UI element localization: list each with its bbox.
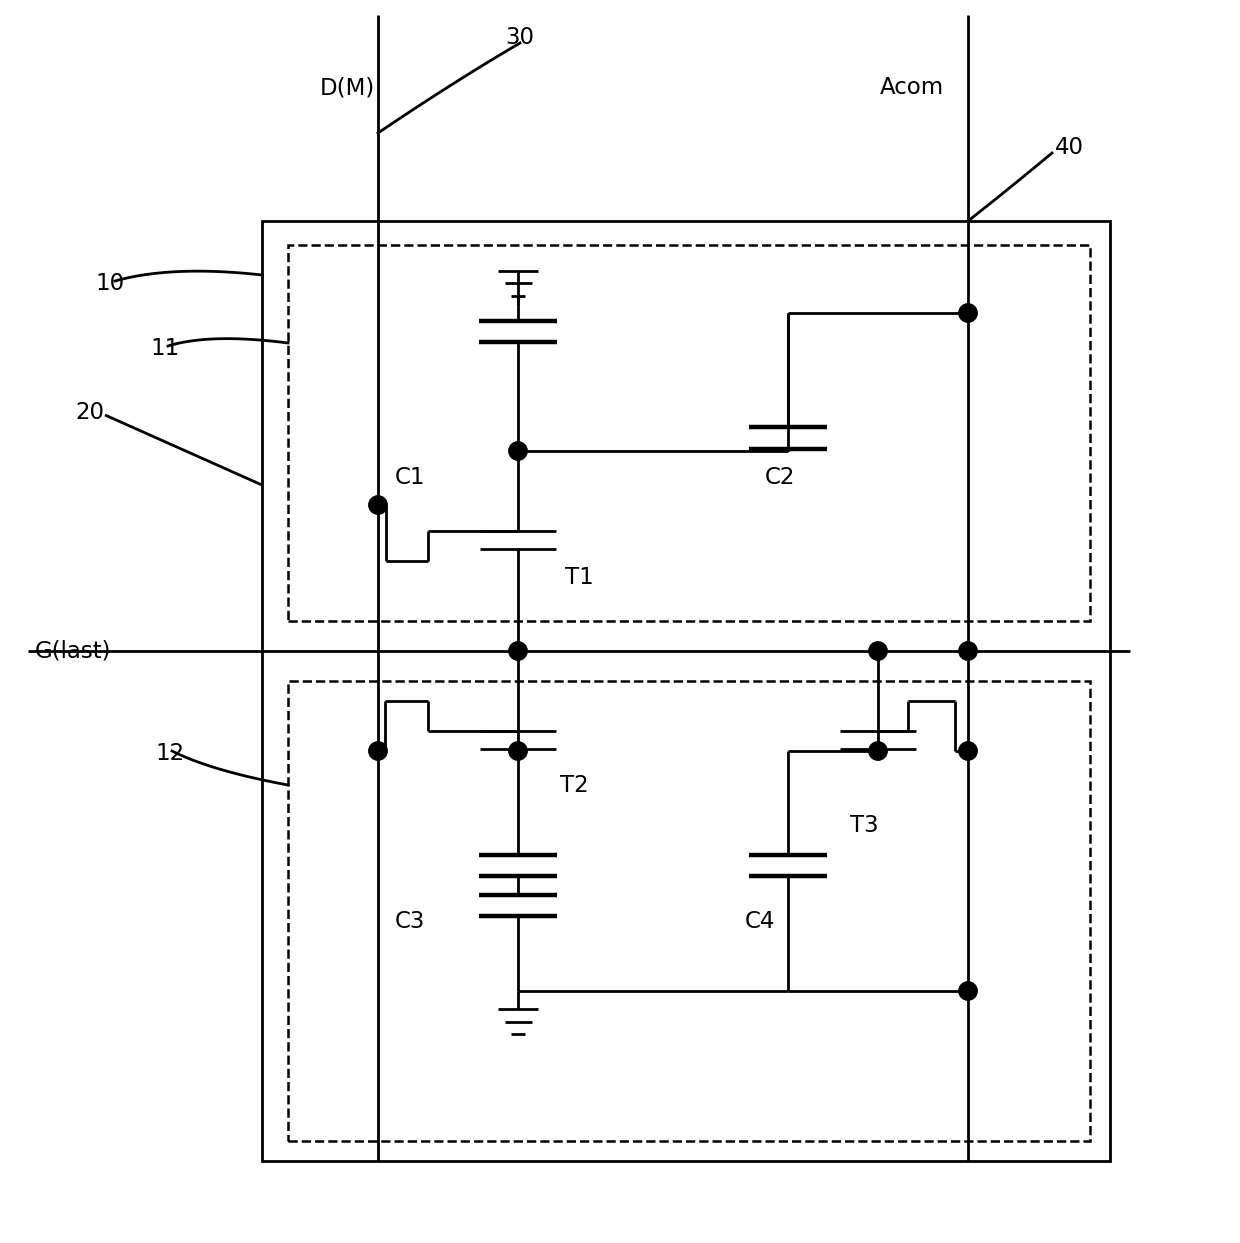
- Text: 40: 40: [1055, 137, 1084, 159]
- Bar: [262, 221, 1110, 1161]
- Circle shape: [959, 303, 977, 322]
- Circle shape: [508, 742, 527, 761]
- Circle shape: [869, 742, 887, 761]
- Text: D(M): D(M): [320, 77, 376, 99]
- Text: T1: T1: [565, 567, 594, 589]
- Text: 30: 30: [505, 26, 534, 50]
- Text: C1: C1: [396, 466, 425, 490]
- Circle shape: [959, 641, 977, 660]
- Bar: [288, 681, 1090, 1141]
- Text: C2: C2: [765, 466, 795, 490]
- Text: G(last): G(last): [35, 639, 112, 663]
- Circle shape: [869, 641, 887, 660]
- Text: 11: 11: [150, 337, 180, 359]
- Text: C3: C3: [396, 910, 425, 932]
- Circle shape: [508, 641, 527, 660]
- Circle shape: [508, 441, 527, 460]
- Circle shape: [959, 742, 977, 761]
- Text: T3: T3: [849, 813, 879, 837]
- Circle shape: [368, 496, 387, 515]
- Bar: [288, 245, 1090, 622]
- Circle shape: [368, 742, 387, 761]
- Text: C4: C4: [745, 910, 775, 932]
- Circle shape: [959, 982, 977, 1001]
- Text: Acom: Acom: [880, 77, 944, 99]
- Text: 20: 20: [74, 401, 104, 425]
- Text: T2: T2: [560, 773, 589, 797]
- Text: 10: 10: [95, 271, 124, 295]
- Text: 12: 12: [155, 742, 184, 764]
